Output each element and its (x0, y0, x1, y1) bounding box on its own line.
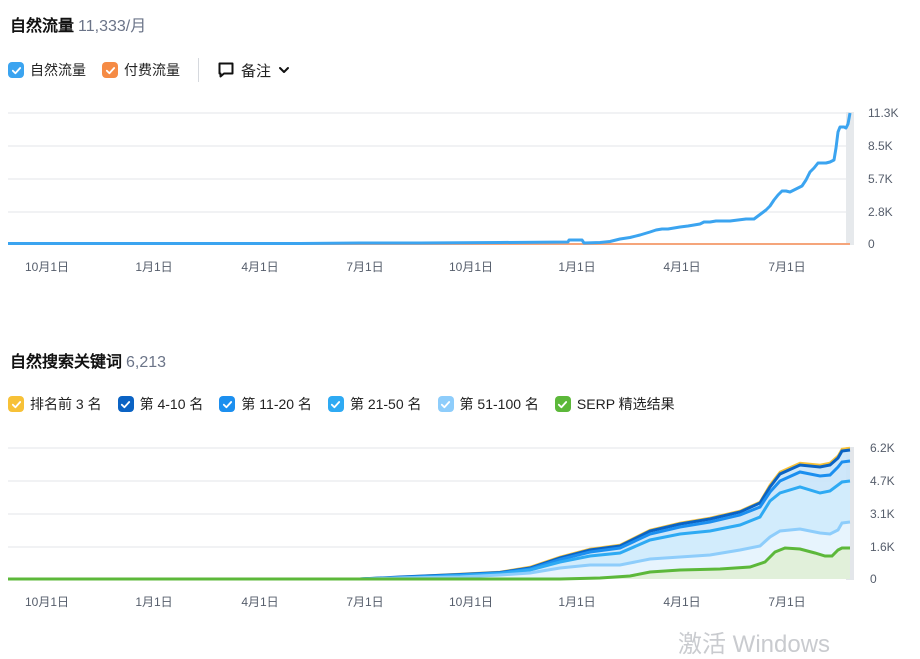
legend-paid-traffic[interactable]: 付费流量 (102, 60, 180, 80)
svg-text:1月1日: 1月1日 (558, 595, 595, 609)
legend-label: 自然流量 (30, 62, 86, 78)
traffic-chart[interactable]: 11.3K 8.5K 5.7K 2.8K 0 10月1日 1月1日 4月1日 7… (0, 100, 920, 285)
checkbox-icon[interactable] (437, 396, 454, 412)
svg-text:7月1日: 7月1日 (768, 260, 805, 274)
organic-traffic-line (8, 112, 852, 245)
svg-text:4月1日: 4月1日 (663, 595, 700, 609)
svg-text:1.6K: 1.6K (870, 540, 895, 554)
legend-4-10[interactable]: 第 4-10 名 (117, 394, 204, 414)
svg-text:0: 0 (870, 572, 877, 586)
y-axis-ticks: 11.3K 8.5K 5.7K 2.8K 0 (868, 106, 898, 251)
keywords-metric: 6,213 (126, 354, 167, 371)
svg-text:10月1日: 10月1日 (25, 260, 69, 274)
legend-label: SERP 精选结果 (576, 396, 675, 412)
line-serp (8, 546, 850, 581)
x-axis-ticks: 10月1日 1月1日 4月1日 7月1日 10月1日 1月1日 4月1日 7月1… (25, 260, 806, 274)
legend-organic-traffic[interactable]: 自然流量 (8, 60, 86, 80)
svg-text:2.8K: 2.8K (868, 205, 893, 219)
notes-dropdown[interactable]: 备注 (217, 60, 297, 81)
legend-serp-features[interactable]: SERP 精选结果 (554, 394, 675, 414)
svg-text:1月1日: 1月1日 (135, 595, 172, 609)
windows-activation-watermark: 激活 Windows (678, 631, 831, 658)
svg-text:0: 0 (868, 237, 875, 251)
traffic-title-label: 自然流量 (10, 18, 75, 35)
keywords-chart[interactable]: 6.2K 4.7K 3.1K 1.6K 0 10月1日 1月1日 4月1日 7月… (0, 435, 920, 615)
svg-text:1月1日: 1月1日 (558, 260, 595, 274)
svg-text:8.5K: 8.5K (868, 139, 893, 153)
traffic-legend: 自然流量 付费流量 备注 (8, 58, 297, 82)
svg-text:7月1日: 7月1日 (346, 260, 383, 274)
keywords-title: 自然搜索关键词 6,213 (10, 348, 166, 372)
legend-label: 第 4-10 名 (139, 396, 204, 412)
svg-text:4.7K: 4.7K (870, 474, 895, 488)
svg-text:6.2K: 6.2K (870, 441, 895, 455)
comment-icon (218, 62, 234, 78)
keywords-legend: 排名前 3 名 第 4-10 名 第 11-20 名 第 21-50 名 第 5… (8, 394, 691, 414)
x-axis-ticks: 10月1日 1月1日 4月1日 7月1日 10月1日 1月1日 4月1日 7月1… (25, 595, 806, 609)
legend-11-20[interactable]: 第 11-20 名 (219, 394, 312, 414)
legend-label: 付费流量 (124, 62, 180, 78)
line-21-50 (359, 479, 851, 581)
svg-text:7月1日: 7月1日 (768, 595, 805, 609)
legend-label: 第 21-50 名 (349, 396, 422, 412)
legend-label: 第 11-20 名 (241, 396, 312, 412)
checkbox-icon[interactable] (327, 396, 344, 412)
legend-label: 排名前 3 名 (30, 396, 102, 412)
svg-text:4月1日: 4月1日 (241, 260, 278, 274)
keywords-title-label: 自然搜索关键词 (10, 354, 123, 371)
svg-text:5.7K: 5.7K (868, 172, 893, 186)
svg-text:3.1K: 3.1K (870, 507, 895, 521)
legend-label: 第 51-100 名 (459, 396, 539, 412)
svg-text:10月1日: 10月1日 (449, 595, 493, 609)
area-51-100 (8, 522, 850, 579)
checkbox-icon[interactable] (102, 62, 118, 78)
current-period-band (846, 112, 854, 245)
svg-text:4月1日: 4月1日 (241, 595, 278, 609)
area-21-50 (8, 480, 850, 579)
checkbox-icon[interactable] (554, 396, 571, 412)
checkbox-icon[interactable] (8, 62, 24, 78)
checkbox-icon[interactable] (219, 396, 236, 412)
legend-divider (198, 58, 199, 82)
chevron-down-icon (279, 67, 290, 73)
svg-text:1月1日: 1月1日 (135, 260, 172, 274)
legend-top-3[interactable]: 排名前 3 名 (8, 394, 102, 414)
svg-text:10月1日: 10月1日 (449, 260, 493, 274)
traffic-metric: 11,333/月 (78, 18, 147, 35)
svg-text:7月1日: 7月1日 (346, 595, 383, 609)
svg-text:11.3K: 11.3K (868, 106, 898, 120)
gridlines (8, 112, 850, 213)
svg-text:10月1日: 10月1日 (25, 595, 69, 609)
y-axis-ticks: 6.2K 4.7K 3.1K 1.6K 0 (870, 441, 895, 586)
legend-51-100[interactable]: 第 51-100 名 (437, 394, 539, 414)
line-51-100 (359, 520, 851, 581)
checkbox-icon[interactable] (8, 396, 24, 412)
checkbox-icon[interactable] (117, 396, 134, 412)
notes-label: 备注 (241, 62, 272, 80)
svg-text:4月1日: 4月1日 (663, 260, 700, 274)
traffic-title: 自然流量 11,333/月 (10, 12, 146, 36)
area-serp (8, 548, 850, 579)
legend-21-50[interactable]: 第 21-50 名 (327, 394, 422, 414)
